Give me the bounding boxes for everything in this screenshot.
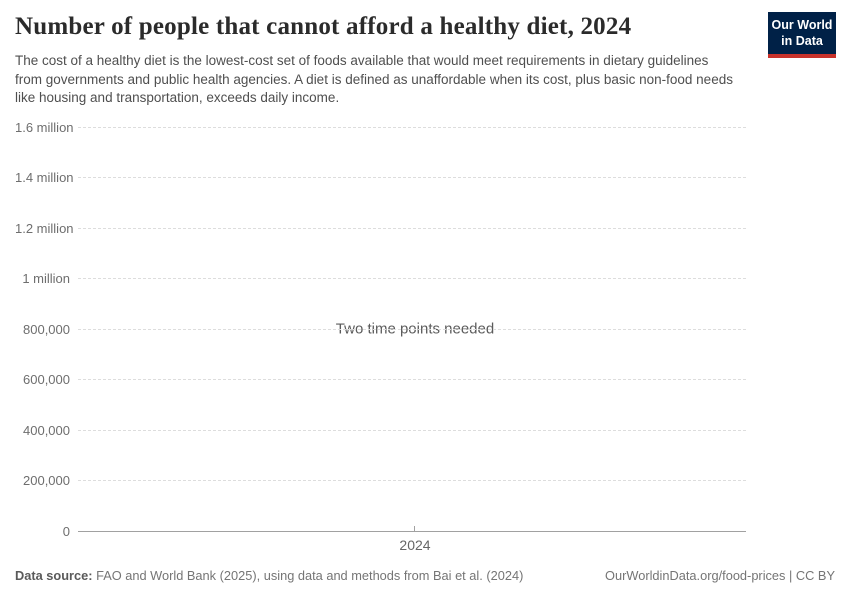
y-gridline [78,429,746,431]
owid-logo-line2: in Data [781,34,823,49]
y-axis-tick-label: 800,000 [23,321,70,337]
y-axis-tick-label: 200,000 [23,473,70,488]
y-gridline [78,177,746,178]
y-gridline [78,278,746,279]
owid-url-link[interactable]: OurWorldinData.org/food-prices | CC BY [605,568,835,583]
y-axis-tick-label: 1.2 million [15,220,74,236]
y-axis-tick-label: 1.6 million [15,119,74,135]
y-gridline [78,227,746,229]
page-title: Number of people that cannot afford a he… [15,13,632,40]
chart-subtitle: The cost of a healthy diet is the lowest… [15,53,733,105]
y-gridline [78,328,746,330]
y-axis-tick-label: 1 million [22,271,70,286]
chart-footer: Data source: FAO and World Bank (2025), … [15,568,835,583]
chart-header: Number of people that cannot afford a he… [15,12,740,108]
y-gridline [78,126,746,128]
x-axis-tick-label: 2024 [399,537,431,553]
y-axis-tick-label: 600,000 [23,372,70,387]
y-axis-tick-label: 1.4 million [15,170,74,185]
y-gridline [78,379,746,380]
owid-logo[interactable]: Our World in Data [768,12,836,58]
x-axis-tick-mark [414,526,415,531]
data-source-label: Data source: [15,568,93,583]
x-axis-line [78,530,746,532]
y-axis-tick-label: 400,000 [23,422,70,438]
y-axis-tick-label: 0 [62,523,70,539]
y-gridline [78,480,746,481]
owid-logo-line1: Our World [771,18,833,32]
data-source-note: Data source: FAO and World Bank (2025), … [15,568,523,583]
data-source-text: FAO and World Bank (2025), using data an… [92,568,524,583]
